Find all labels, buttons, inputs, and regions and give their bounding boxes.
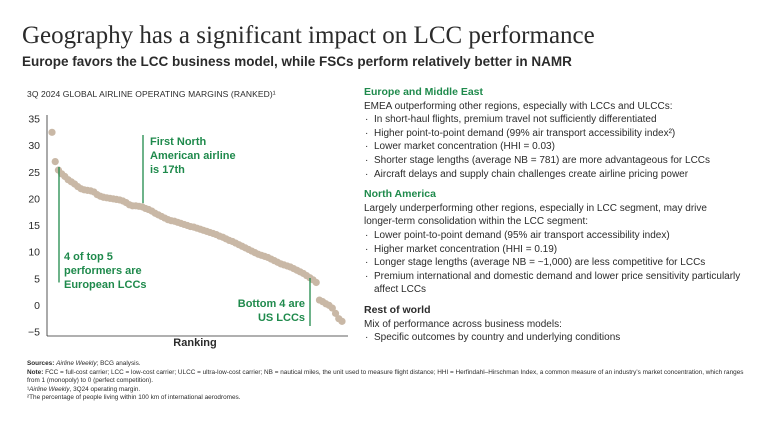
north-america-heading: North America	[364, 188, 436, 201]
annotation-first-na-line: First North	[150, 136, 207, 148]
y-tick-label: 15	[28, 220, 40, 232]
annotation-first-na-line: American airline	[150, 150, 236, 162]
y-tick-label: 30	[28, 140, 40, 152]
data-point	[328, 304, 336, 312]
data-point	[48, 128, 56, 136]
footnote-2: ²The percentage of people living within …	[27, 394, 241, 402]
margin-scatter-chart: 35 30 25 20 15 10 5 0 −5 Ranking 4 of top 5 perform…	[28, 114, 348, 349]
y-tick-label: 35	[28, 114, 40, 126]
annotation-top5-line: European LCCs	[64, 279, 147, 291]
y-tick-label: 0	[34, 300, 40, 312]
rest-of-world-intro: Mix of performance across business model…	[364, 318, 562, 330]
page-title: Geography has a significant impact on LC…	[22, 22, 595, 49]
europe-intro: EMEA outperforming other regions, especi…	[364, 100, 673, 112]
annotation-top5-line: performers are	[64, 265, 142, 277]
sources-line: Sources: Airline Weekly; BCG analysis.	[27, 360, 141, 367]
europe-bullet: Lower market concentration (HHI = 0.03)	[364, 140, 759, 154]
data-point	[51, 158, 59, 166]
x-axis-label: Ranking	[173, 337, 216, 349]
europe-bullet: Aircraft delays and supply chain challen…	[364, 168, 759, 182]
north-america-bullet: Longer stage lengths (average NB = ~1,00…	[364, 256, 759, 270]
rest-of-world-heading: Rest of world	[364, 303, 431, 316]
north-america-bullet: Higher market concentration (HHI = 0.19)	[364, 243, 759, 257]
chart-title: 3Q 2024 GLOBAL AIRLINE OPERATING MARGINS…	[27, 89, 276, 99]
data-point	[312, 278, 320, 287]
annotation-bottom4-line: US LCCs	[258, 312, 305, 324]
footnote-1: ¹Airline Weekly, 3Q24 operating margin.	[27, 385, 141, 393]
north-america-intro-line1: Largely underperforming other regions, e…	[364, 202, 707, 214]
annotation-top5-line: 4 of top 5	[64, 251, 113, 263]
y-tick-label: 20	[28, 193, 40, 205]
rest-of-world-bullet: Specific outcomes by country and underly…	[364, 331, 759, 345]
annotation-first-na-line: is 17th	[150, 164, 185, 176]
north-america-bullet: Lower point-to-point demand (95% air tra…	[364, 229, 759, 243]
note-line: Note: FCC = full-cost carrier; LCC = low…	[27, 368, 744, 385]
europe-section: Europe and Middle East EMEA outperformin…	[364, 86, 759, 181]
regional-commentary: Europe and Middle East EMEA outperformin…	[364, 86, 759, 352]
y-tick-label: 10	[28, 247, 40, 259]
europe-heading: Europe and Middle East	[364, 86, 484, 98]
annotation-bottom4-line: Bottom 4 are	[238, 298, 305, 310]
north-america-intro-line2: longer-term consolidation within the LCC…	[364, 216, 588, 228]
europe-bullet: Higher point-to-point demand (99% air tr…	[364, 127, 759, 141]
footnotes: Sources: Airline Weekly; BCG analysis. N…	[27, 360, 747, 403]
y-tick-label: −5	[28, 327, 40, 339]
data-point	[331, 309, 340, 317]
y-tick-label: 5	[34, 273, 40, 285]
y-tick-label: 25	[28, 167, 40, 179]
north-america-bullet: Premium international and domestic deman…	[364, 270, 759, 297]
page-subtitle: Europe favors the LCC business model, wh…	[22, 54, 572, 69]
north-america-section: North America Largely underperforming ot…	[364, 188, 759, 297]
europe-bullet: In short-haul flights, premium travel no…	[364, 113, 759, 127]
europe-bullet: Shorter stage lengths (average NB = 781)…	[364, 154, 759, 168]
rest-of-world-section: Rest of world Mix of performance across …	[364, 304, 759, 345]
data-point	[338, 317, 346, 325]
